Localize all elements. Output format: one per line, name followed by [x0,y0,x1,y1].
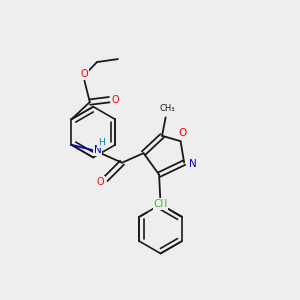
Text: O: O [178,128,186,138]
Text: CH₃: CH₃ [159,104,175,113]
Text: Cl: Cl [157,199,168,209]
Text: O: O [112,95,120,105]
Text: O: O [96,177,104,187]
Text: Cl: Cl [154,199,164,209]
Text: N: N [189,159,196,169]
Text: H: H [98,139,104,148]
Text: O: O [81,69,88,79]
Text: N: N [94,145,102,155]
